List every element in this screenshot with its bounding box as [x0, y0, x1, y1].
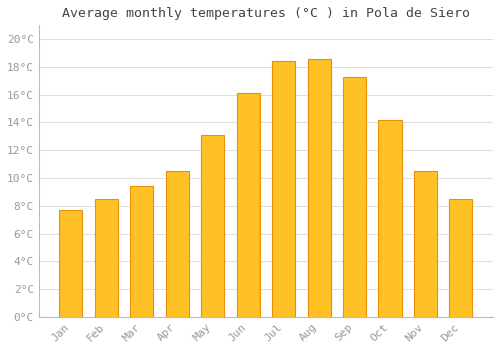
- Title: Average monthly temperatures (°C ) in Pola de Siero: Average monthly temperatures (°C ) in Po…: [62, 7, 470, 20]
- Bar: [236, 93, 260, 317]
- Bar: [378, 120, 402, 317]
- Bar: [201, 135, 224, 317]
- Bar: [308, 58, 330, 317]
- Bar: [414, 171, 437, 317]
- Bar: [130, 186, 154, 317]
- Bar: [272, 61, 295, 317]
- Bar: [95, 199, 118, 317]
- Bar: [450, 199, 472, 317]
- Bar: [166, 171, 189, 317]
- Bar: [343, 77, 366, 317]
- Bar: [60, 210, 82, 317]
